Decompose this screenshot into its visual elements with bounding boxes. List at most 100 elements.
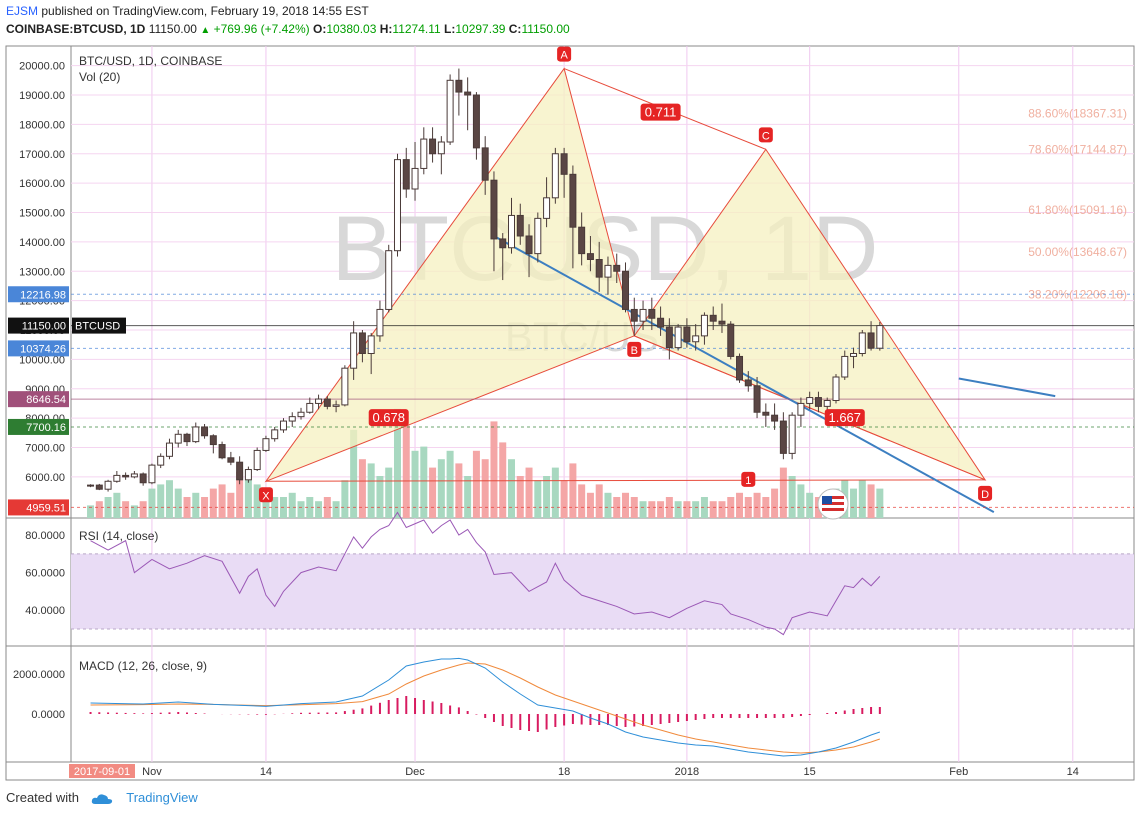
- candle-body: [543, 197, 551, 219]
- volume-bar: [622, 492, 630, 518]
- candle-body: [595, 259, 603, 278]
- candle-body: [657, 317, 665, 328]
- volume-bar: [727, 497, 735, 518]
- candle-body: [358, 332, 366, 354]
- pattern-ratio-badge: [824, 409, 865, 427]
- volume-bar: [797, 484, 805, 518]
- trend-line-down: [493, 235, 995, 514]
- volume-bar: [858, 480, 866, 518]
- chart-area[interactable]: 6000.007000.008000.009000.0010000.001100…: [0, 44, 1141, 788]
- price-axis-badge-label: 7700.16: [26, 422, 66, 434]
- pattern-point-badge: [557, 46, 572, 62]
- symbol-price-badge: [72, 317, 126, 334]
- volume-bar: [376, 476, 384, 518]
- volume-bar: [218, 484, 226, 518]
- candle-body: [525, 235, 533, 255]
- volume-bar: [630, 497, 638, 518]
- volume-bar: [437, 459, 445, 518]
- pattern-ratio-badge: [368, 409, 409, 427]
- start-date-badge: [69, 764, 135, 778]
- candle-body: [271, 429, 279, 440]
- volume-bar: [543, 476, 551, 518]
- candle-body: [288, 416, 296, 422]
- pattern-point-label: X: [262, 490, 270, 502]
- flag-stripe: [822, 508, 844, 511]
- candle-body: [665, 326, 673, 349]
- volume-bar: [367, 463, 375, 518]
- candle-body: [630, 308, 638, 322]
- candle-body: [376, 308, 384, 337]
- pattern-ratio-label: 1.667: [828, 410, 861, 425]
- volume-bar: [227, 492, 235, 518]
- up-arrow-icon: ▲: [200, 25, 211, 36]
- candle-body: [130, 473, 138, 478]
- volume-bar: [165, 480, 173, 518]
- volume-bar: [157, 484, 165, 518]
- volume-label: Vol (20): [79, 70, 120, 84]
- candle-body: [446, 79, 454, 143]
- symbol-name: COINBASE:BTCUSD, 1D: [6, 22, 146, 36]
- volume-bar: [288, 492, 296, 518]
- volume-bar: [779, 467, 787, 518]
- macd-line: [90, 657, 881, 757]
- candle-body: [148, 464, 156, 484]
- candle-body: [674, 326, 682, 349]
- y-tick-label: 16000.00: [19, 178, 65, 190]
- candle-body: [806, 397, 814, 404]
- candle-body: [227, 457, 235, 463]
- volume-bar: [876, 488, 884, 518]
- price-axis-badge-label: 8646.54: [26, 394, 66, 406]
- volume-bar: [867, 484, 875, 518]
- pattern-ratio-label: 0.711: [645, 105, 677, 120]
- volume-bar: [455, 463, 463, 518]
- rsi-band: [71, 553, 1134, 629]
- rsi-tick-label: 80.0000: [25, 530, 65, 542]
- candle-body: [578, 226, 586, 255]
- rsi-line: [90, 511, 881, 636]
- candle-body: [262, 438, 270, 451]
- candle-body: [867, 332, 875, 349]
- price-axis-badge: [8, 499, 69, 516]
- candle-body: [481, 147, 489, 181]
- y-tick-label: 18000.00: [19, 119, 65, 131]
- candle-body: [253, 449, 261, 471]
- candle-body: [779, 420, 787, 454]
- candle-body: [244, 469, 252, 481]
- volume-bar: [525, 467, 533, 518]
- volume-bar: [271, 497, 279, 518]
- tradingview-logo[interactable]: TradingView: [126, 790, 198, 805]
- volume-bar: [306, 497, 314, 518]
- pattern-point-badge: [627, 341, 642, 357]
- y-tick-label: 17000.00: [19, 149, 65, 161]
- volume-bar: [665, 497, 673, 518]
- candle-body: [858, 332, 866, 354]
- macd-label: MACD (12, 26, close, 9): [79, 659, 207, 673]
- candle-body: [613, 264, 621, 272]
- price-axis-badge: [8, 317, 69, 334]
- x-tick-label: Dec: [405, 766, 425, 778]
- volume-bar: [674, 501, 682, 518]
- publish-line: EJSM published on TradingView.com, Febru…: [6, 4, 369, 18]
- rsi-label: RSI (14, close): [79, 529, 158, 543]
- pattern-point-label: A: [560, 50, 568, 62]
- publisher-name[interactable]: EJSM: [6, 4, 39, 18]
- candle-body: [648, 308, 656, 319]
- volume-bar: [490, 421, 498, 518]
- volume-bar: [718, 501, 726, 518]
- volume-bar: [244, 480, 252, 518]
- volume-bar: [429, 467, 437, 518]
- published-text: published on TradingView.com, February 1…: [41, 4, 369, 18]
- symbol-price-label: BTCUSD: [75, 321, 120, 333]
- candle-body: [332, 404, 340, 407]
- candle-body: [393, 159, 401, 252]
- y-tick-label: 7000.00: [25, 443, 65, 455]
- pattern-triangle-xab: [264, 67, 635, 483]
- open-label: O:: [312, 22, 327, 36]
- macd-tick-label: 2000.0000: [13, 669, 65, 681]
- volume-bar: [508, 459, 515, 518]
- volume-bar: [341, 480, 349, 518]
- candle-body: [718, 320, 726, 325]
- candle-body: [841, 355, 849, 378]
- trend-line-wedge: [958, 377, 1056, 398]
- close-value: 11150.00: [521, 22, 570, 36]
